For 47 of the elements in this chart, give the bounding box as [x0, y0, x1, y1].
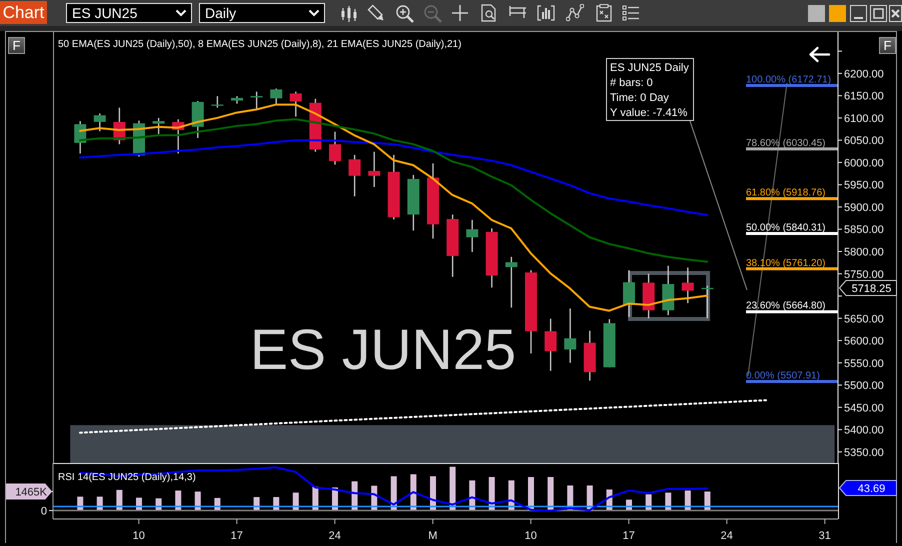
y-tick-label: 5350.00: [844, 446, 884, 459]
y-tick-label: 5400.00: [844, 424, 884, 437]
axis-tag: 1465K: [6, 484, 52, 500]
x-tick-label: 10: [524, 530, 537, 542]
ref-line-label: 0.00% (5507.91): [746, 370, 820, 382]
y-tick-label: 6200.00: [844, 68, 884, 80]
dropdown-field: Daily: [199, 3, 325, 23]
y-tick-label: 6000.00: [844, 157, 884, 170]
annotation: Time: 0 Day: [610, 91, 669, 105]
x-tick-label: 10: [132, 530, 145, 542]
y-tick-label: 5450.00: [844, 402, 884, 414]
annotation: 50 EMA(ES JUN25 (Daily),50), 8 EMA(ES JUN25 (Daily),8), 21 EMA(ES JUN25 (Daily),21): [58, 38, 462, 51]
toggle-button: F: [879, 37, 896, 54]
ref-line-label: 38.10% (5761.20): [746, 258, 826, 269]
annotation: Y value: -7.41%: [610, 106, 688, 120]
y-tick-label: 5600.00: [844, 336, 884, 348]
y-tick-label: 6100.00: [844, 112, 884, 125]
y-tick-label: 1465K: [15, 486, 48, 499]
ref-line-label: 23.60% (5664.80): [746, 300, 826, 312]
axis-tag: 43.69: [839, 480, 897, 496]
axis-tag: 5718.25: [839, 280, 897, 296]
ref-line-label: 61.80% (5918.76): [746, 188, 826, 199]
y-tick-label: 5750.00: [844, 268, 884, 281]
y-tick-label: 0: [40, 506, 47, 518]
y-tick-label: 5550.00: [844, 358, 884, 370]
annotation: ES JUN25 Daily: [610, 61, 689, 75]
ref-line-label: 100.00% (6172.71): [746, 74, 832, 86]
y-tick-label: 5800.00: [844, 246, 884, 259]
y-tick-label: 5850.00: [844, 224, 884, 236]
y-tick-label: 5900.00: [844, 202, 884, 214]
tab: Chart: [0, 1, 47, 24]
y-tick-label: 5650.00: [844, 313, 884, 326]
y-tick-label: 6050.00: [844, 135, 884, 148]
toggle-button: F: [8, 37, 25, 54]
dropdown-field: ES JUN25: [66, 3, 192, 23]
y-tick-label: 5950.00: [844, 180, 884, 192]
ref-line-label: 50.00% (5840.31): [746, 222, 826, 234]
x-tick-label: M: [428, 530, 438, 542]
x-tick-label: 17: [230, 530, 243, 542]
x-tick-label: 17: [622, 530, 635, 542]
x-tick-label: 24: [720, 530, 733, 542]
y-tick-label: 6150.00: [844, 90, 884, 103]
text: ES JUN25: [250, 318, 516, 382]
y-tick-label: 5500.00: [844, 380, 884, 392]
annotation: # bars: 0: [610, 76, 653, 90]
x-tick-label: 31: [818, 530, 831, 542]
x-tick-label: 24: [328, 530, 341, 542]
